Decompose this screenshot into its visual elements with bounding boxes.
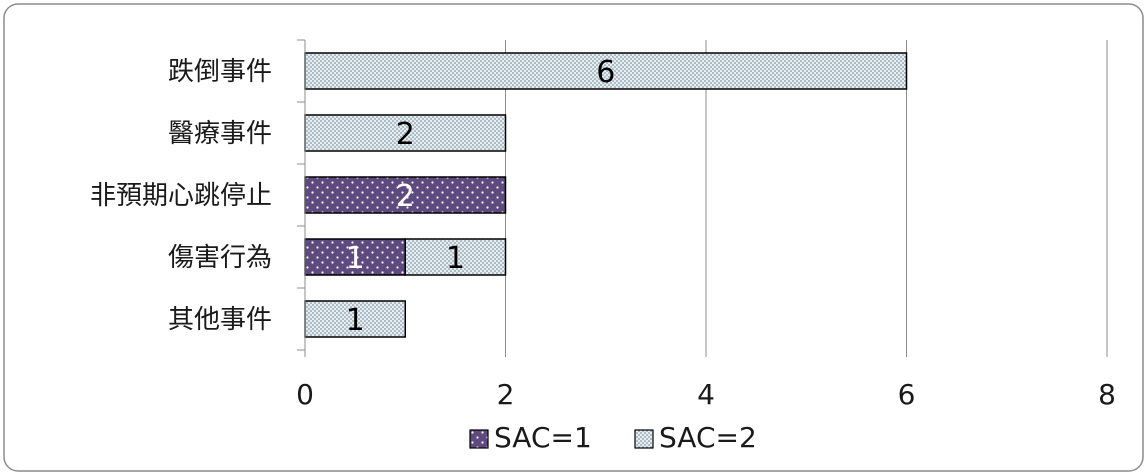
x-tick-label: 0 <box>296 378 314 411</box>
legend: SAC=1 SAC=2 <box>469 421 757 454</box>
legend-swatch <box>634 429 654 449</box>
legend-label: SAC=2 <box>659 421 757 454</box>
category-label: 非預期心跳停止 <box>90 181 272 211</box>
x-tick-label: 6 <box>898 378 916 411</box>
category-label: 其他事件 <box>168 305 272 335</box>
data-label: 2 <box>396 117 415 152</box>
bar-sac1 <box>304 176 507 214</box>
category-label: 醫療事件 <box>168 119 272 149</box>
data-label: 1 <box>346 241 365 276</box>
bar-layer <box>304 52 908 338</box>
legend-swatch <box>469 429 489 449</box>
category-label: 傷害行為 <box>168 243 272 273</box>
data-label: 2 <box>396 179 415 214</box>
legend-label: SAC=1 <box>494 421 592 454</box>
x-tick-label: 2 <box>497 378 515 411</box>
bar-sac2 <box>404 238 507 276</box>
category-label: 跌倒事件 <box>168 57 272 87</box>
grid-layer <box>505 40 1108 350</box>
data-label: 1 <box>346 303 365 338</box>
x-tick-label: 4 <box>697 378 715 411</box>
bar-sac2 <box>304 300 406 338</box>
x-tick-label: 8 <box>1098 378 1116 411</box>
data-label: 1 <box>446 241 465 276</box>
data-label: 6 <box>596 55 615 90</box>
chart-frame <box>3 3 1144 472</box>
bar-sac2 <box>304 114 507 152</box>
